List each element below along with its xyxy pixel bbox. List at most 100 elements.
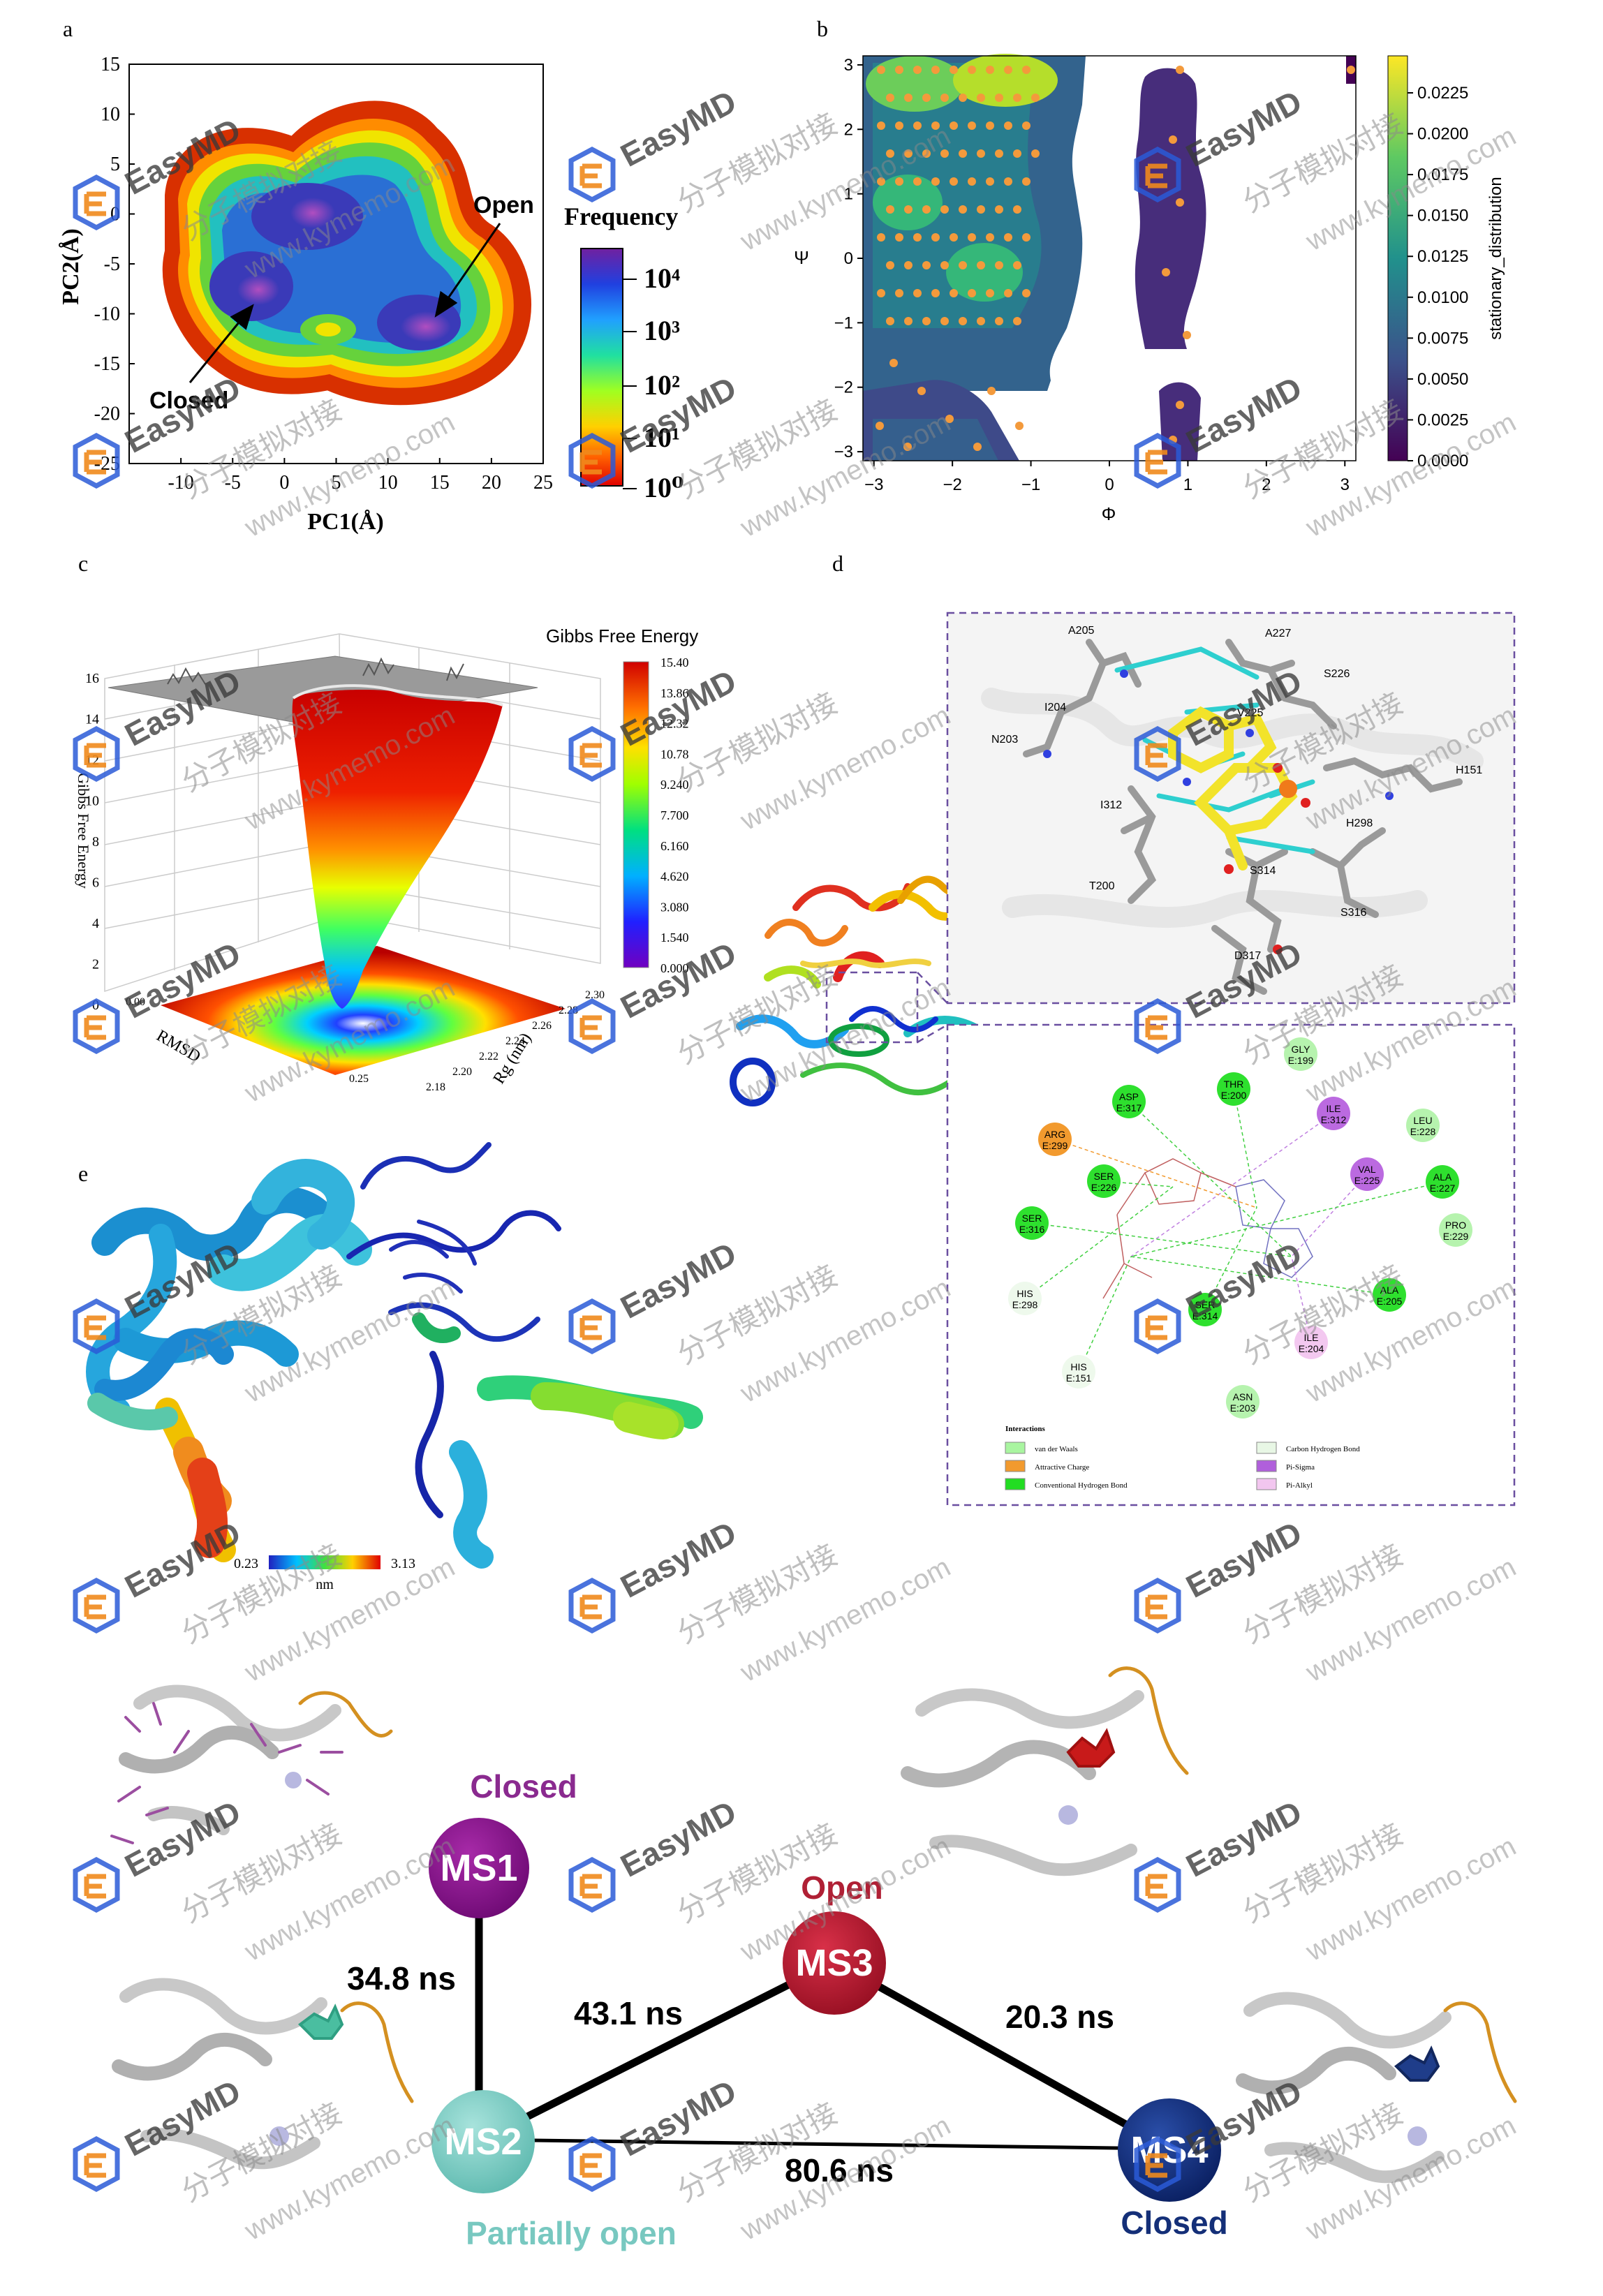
residue-circle	[1284, 1037, 1317, 1071]
panel-c-colorbar-title: Gibbs Free Energy	[546, 625, 698, 646]
logo-hex	[568, 433, 616, 489]
node-ms1-label: MS1	[440, 1847, 517, 1889]
cluster-center-dot	[904, 94, 913, 102]
logo-e	[579, 163, 602, 188]
tick-label: 1.540	[660, 931, 689, 945]
logo-hex	[73, 1578, 120, 1634]
tick-label: 10.78	[660, 747, 689, 761]
tick-label: 4.620	[660, 870, 689, 884]
easymd-logo-icon	[568, 1578, 616, 1634]
cluster-center-dot	[986, 289, 994, 297]
tick-label: 0.0000	[1417, 452, 1468, 471]
node-ms2-label: MS2	[444, 2121, 522, 2163]
node-ms1	[429, 1818, 529, 1918]
node-ms2	[431, 2090, 535, 2193]
logo-e	[579, 1594, 602, 1620]
legend-label: van der Waals	[1035, 1445, 1078, 1453]
cluster-center-dot	[1176, 66, 1184, 74]
residue-circle	[1008, 1282, 1042, 1315]
panel-b-ylabel: Ψ	[794, 247, 809, 268]
legend-label: Pi-Alkyl	[1286, 1481, 1313, 1490]
cluster-center-dot	[904, 261, 913, 269]
residue-id: E:316	[1019, 1224, 1045, 1235]
residue-label-3d: S314	[1250, 865, 1276, 877]
watermark-brand: EasyMD	[1180, 1793, 1307, 1884]
logo-hex	[568, 1857, 616, 1913]
state-ms1-name: Closed	[470, 1768, 577, 1805]
cluster-center-dot	[945, 415, 954, 423]
panel-label-e: e	[78, 1161, 88, 1186]
cluster-center-dot	[1347, 66, 1355, 74]
tick-label: 2	[1262, 475, 1271, 494]
logo-e	[1145, 163, 1167, 188]
easymd-logo-icon	[568, 726, 616, 782]
cluster-center-dot	[977, 317, 985, 325]
residue-name: PRO	[1445, 1220, 1466, 1231]
logo-hex	[1134, 147, 1181, 202]
cluster-center-dot	[931, 121, 940, 130]
interaction-link	[1078, 1256, 1132, 1372]
watermark-brand: EasyMD	[614, 83, 741, 174]
residue-id: E:226	[1091, 1182, 1117, 1193]
cluster-center-dot	[1176, 401, 1184, 409]
logo-hex	[568, 998, 616, 1054]
panel-b-xlabel: Φ	[1102, 503, 1116, 524]
logo-e	[84, 1594, 106, 1620]
panel-label-b: b	[817, 16, 828, 41]
tick-label: 0	[844, 249, 853, 268]
fel-plateau	[108, 656, 538, 727]
cluster-center-dot	[986, 66, 994, 74]
residue-name: SER	[1195, 1299, 1216, 1310]
cluster-center-dot	[1022, 66, 1030, 74]
residue-name: ILE	[1303, 1332, 1318, 1343]
fel-funnel	[292, 690, 503, 1009]
cluster-center-dot	[922, 149, 931, 158]
residue-name: ALA	[1433, 1171, 1452, 1183]
watermark-brand: EasyMD	[1180, 83, 1307, 174]
residue-name: ASP	[1119, 1091, 1139, 1102]
logo-e	[84, 1315, 106, 1340]
panel-label-c: c	[78, 551, 88, 576]
cluster-center-dot	[913, 289, 922, 297]
panel-d: d	[730, 551, 1516, 1506]
cluster-center-dot	[922, 205, 931, 214]
state-structure-ms1	[110, 1684, 393, 1844]
tick-label: 6	[92, 875, 99, 891]
tick-label: 15	[430, 472, 450, 494]
cluster-center-dot	[968, 66, 976, 74]
logo-e	[579, 2153, 602, 2178]
watermark-brand: EasyMD	[119, 369, 246, 460]
logo-e	[1145, 1594, 1167, 1620]
easymd-logo-icon	[568, 1298, 616, 1354]
tick-label: −2	[834, 378, 853, 397]
cluster-center-dot	[876, 422, 884, 430]
tick-label: 10³	[644, 315, 680, 346]
cluster-center-dot	[1022, 233, 1030, 242]
logo-e	[84, 1874, 106, 1899]
residue-id: E:199	[1288, 1055, 1314, 1066]
cluster-center-dot	[950, 233, 958, 242]
panel-b: b −3 −2 −1 0 1 2 3 3 2 1 0 −1 −2 −3 Φ Ψ 0.0225 0.0200…	[794, 16, 1505, 524]
logo-hex	[1134, 2136, 1181, 2192]
easymd-logo-icon	[1134, 433, 1181, 489]
residue-circle	[1350, 1157, 1384, 1191]
cluster-center-dot	[895, 66, 903, 74]
cluster-center-dot	[977, 261, 985, 269]
cluster-center-dot	[968, 121, 976, 130]
interaction-link	[1204, 1207, 1257, 1310]
residue-id: E:203	[1230, 1402, 1256, 1414]
residue-name: SER	[1022, 1213, 1042, 1224]
cluster-center-dot	[1013, 149, 1021, 158]
edge-label-ms2-ms3: 43.1 ns	[574, 1995, 683, 2031]
cluster-center-dot	[959, 261, 967, 269]
residue-circle	[1217, 1072, 1250, 1106]
cluster-center-dot	[1183, 331, 1191, 339]
tick-label: -15	[94, 353, 120, 375]
logo-e	[1145, 2153, 1167, 2178]
tick-label: 6.160	[660, 839, 689, 853]
easymd-logo-icon	[73, 1298, 120, 1354]
residue-label-3d: I312	[1100, 799, 1122, 811]
